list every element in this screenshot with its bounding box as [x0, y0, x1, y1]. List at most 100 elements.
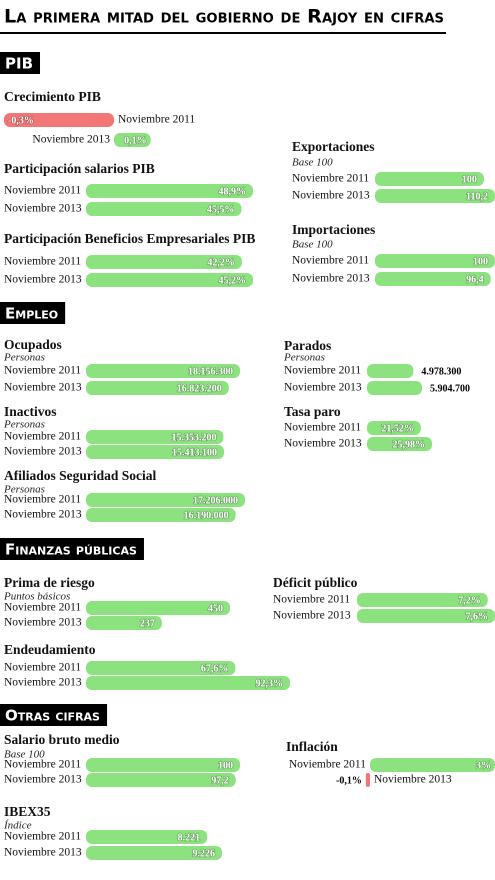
- category-label: Noviembre 2013: [4, 203, 82, 215]
- value-label: 16.190.000: [184, 510, 229, 521]
- category-label: Noviembre 2011: [4, 431, 81, 443]
- bar: [86, 773, 236, 787]
- value-label: 45,2%: [219, 275, 247, 286]
- chart-title: Inflación: [286, 739, 338, 754]
- chart-title: Parados: [284, 338, 331, 353]
- bar: [86, 616, 162, 630]
- bar: [367, 364, 414, 378]
- category-label: Noviembre 2013: [4, 774, 82, 786]
- bar: [86, 846, 222, 860]
- section-band: [0, 302, 66, 324]
- bar: [86, 661, 236, 675]
- value-label: 3%: [476, 760, 491, 771]
- bar: [86, 273, 253, 287]
- bar: [86, 601, 230, 615]
- chart-title: Afiliados Seguridad Social: [4, 468, 157, 483]
- value-label: 237: [140, 618, 155, 629]
- category-label: Noviembre 2011: [4, 256, 81, 268]
- section-band: [0, 538, 144, 560]
- bar: [367, 437, 432, 451]
- bar: [86, 255, 242, 269]
- bar: [375, 172, 484, 186]
- chart-title: Ocupados: [4, 337, 62, 352]
- value-label: 8.221: [178, 832, 201, 843]
- value-label: 96,4: [466, 274, 484, 285]
- chart-subtitle: Personas: [3, 484, 45, 496]
- category-label: Noviembre 2011: [4, 602, 81, 614]
- bar: [86, 381, 229, 395]
- bar: [357, 609, 495, 623]
- value-label: 18.156.300: [188, 366, 233, 377]
- bar: [114, 133, 151, 147]
- category-label: Noviembre 2013: [4, 509, 82, 521]
- bar: [86, 202, 242, 216]
- section-heading: Empleo: [5, 305, 58, 323]
- value-label: 7,6%: [466, 611, 489, 622]
- value-label: 25,98%: [393, 439, 426, 450]
- bar: [357, 593, 488, 607]
- value-label: 100: [473, 256, 488, 267]
- chart-title: Importaciones: [292, 222, 375, 237]
- category-label: Noviembre 2011: [292, 255, 369, 267]
- page-title: La primera mitad del gobierno de Rajoy e…: [4, 6, 444, 28]
- bar: [375, 272, 491, 286]
- bar: [86, 184, 253, 198]
- value-label: 15.353.200: [171, 432, 216, 443]
- chart-title: Endeudamiento: [4, 642, 96, 657]
- bar: [86, 430, 224, 444]
- category-label: Noviembre 2011: [273, 594, 350, 606]
- bar: [86, 493, 245, 507]
- chart-subtitle: Personas: [283, 352, 325, 364]
- category-label: Noviembre 2013: [32, 134, 110, 146]
- section-band: [0, 52, 41, 74]
- category-label: Noviembre 2013: [292, 273, 370, 285]
- value-label: 67,6%: [201, 663, 229, 674]
- chart-subtitle: Base 100: [292, 157, 333, 169]
- bar: [86, 445, 224, 459]
- value-label: 5.904.700: [430, 383, 470, 394]
- category-label: Noviembre 2013: [4, 677, 82, 689]
- chart-title: Crecimiento PIB: [4, 89, 101, 104]
- bar: [375, 189, 495, 203]
- value-label: 9.226: [193, 848, 216, 859]
- chart-title: Salario bruto medio: [4, 732, 120, 747]
- section-heading: Finanzas públicas: [5, 541, 137, 559]
- value-label: 7,2%: [458, 595, 481, 606]
- chart-title: Déficit público: [273, 575, 358, 590]
- value-label: 15.413.100: [172, 447, 217, 458]
- value-label: 100: [218, 760, 233, 771]
- category-label: Noviembre 2011: [284, 422, 361, 434]
- category-label: Noviembre 2013: [4, 847, 82, 859]
- value-label: -0,1%: [336, 775, 362, 786]
- bar: [86, 676, 290, 690]
- bar: [367, 421, 421, 435]
- section-heading: PIB: [5, 55, 33, 73]
- value-label: 21,52%: [381, 423, 414, 434]
- category-label: Noviembre 2013: [4, 617, 82, 629]
- value-label: 100: [462, 174, 477, 185]
- bar: [86, 830, 208, 844]
- category-label: Noviembre 2011: [292, 173, 369, 185]
- bar: [365, 773, 370, 787]
- category-label: Noviembre 2011: [4, 494, 81, 506]
- chart-title: Participación Beneficios Empresariales P…: [4, 231, 255, 246]
- category-label: Noviembre 2013: [273, 610, 351, 622]
- section-heading: Otras cifras: [5, 707, 100, 725]
- bar: [370, 758, 495, 772]
- category-label: Noviembre 2013: [284, 438, 362, 450]
- chart-subtitle: Personas: [3, 419, 45, 431]
- chart-title: Prima de riesgo: [4, 575, 95, 590]
- value-label: 0,1%: [124, 135, 147, 146]
- value-label: 97,2: [211, 775, 229, 786]
- chart-subtitle: Base 100: [292, 239, 333, 251]
- bar: [367, 381, 422, 395]
- value-label: 48,9%: [219, 186, 247, 197]
- section-band: [0, 704, 108, 726]
- category-label: Noviembre 2013: [284, 382, 362, 394]
- value-label: 16.823.200: [177, 383, 222, 394]
- bar: [86, 758, 240, 772]
- value-label: 450: [208, 603, 223, 614]
- bar: [4, 113, 114, 127]
- category-label: Noviembre 2011: [4, 365, 81, 377]
